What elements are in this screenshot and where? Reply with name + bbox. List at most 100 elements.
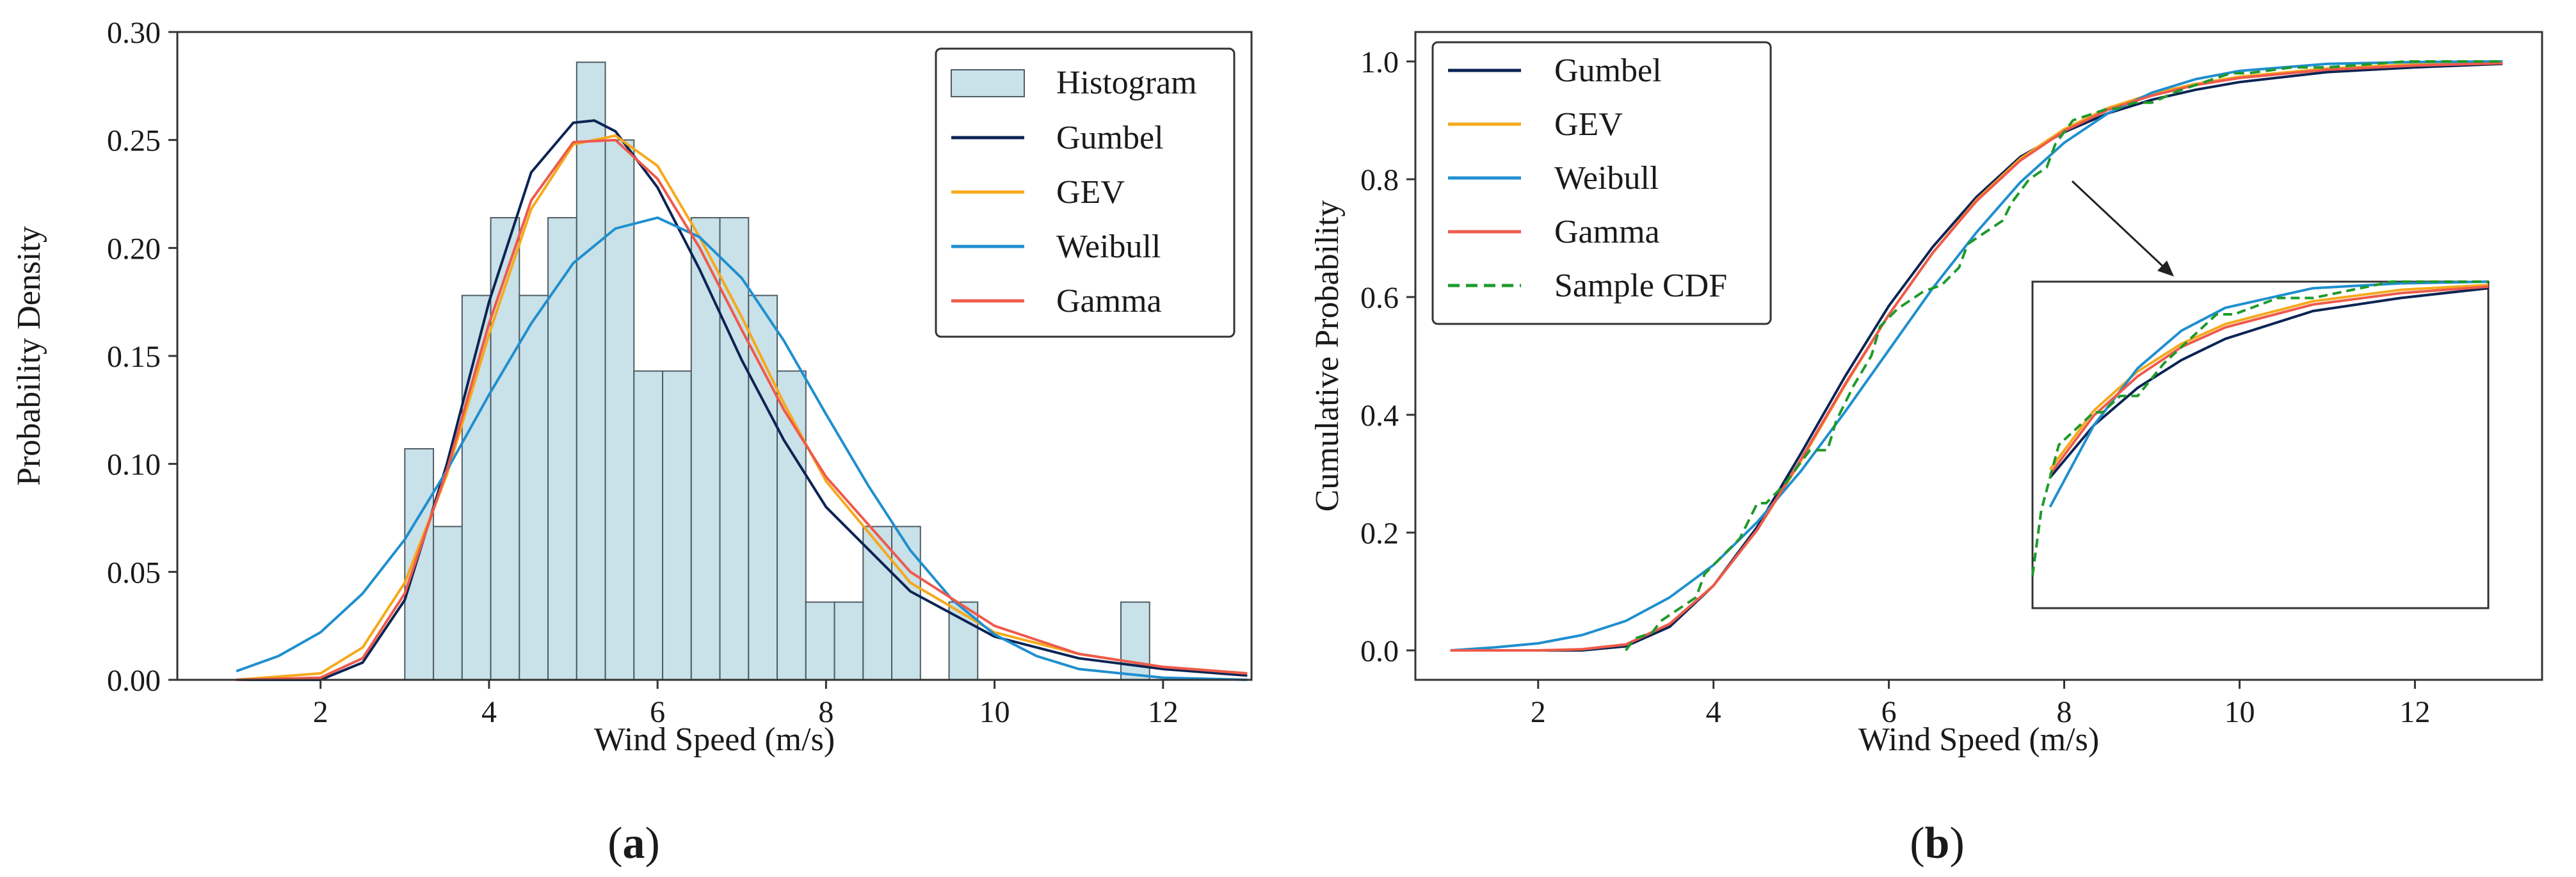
y-axis-ticks: 0.0 0.2 0.4 0.6 0.8 1.0: [1360, 45, 1415, 668]
y-axis-label: Cumulative Probability: [1309, 200, 1346, 512]
panel-b-cdf-chart: 2 4 6 8 10 12 0.0 0.2 0.4 0.6 0.8 1.0 Wind Speed (…: [1309, 31, 2543, 868]
y-tick-label: 0.05: [107, 556, 161, 590]
legend-label-gamma: Gamma: [1554, 214, 1660, 250]
x-tick-label: 10: [2224, 695, 2255, 729]
x-axis-label: Wind Speed (m/s): [594, 721, 835, 758]
legend-label-gamma: Gamma: [1056, 283, 1162, 319]
histogram-bar: [433, 526, 463, 681]
panel-label-a: (a): [608, 819, 660, 868]
legend-label-gumbel: Gumbel: [1554, 52, 1662, 89]
panel-label-letter: a: [623, 819, 645, 868]
histogram-bar: [719, 217, 750, 680]
inset-frame: [2031, 280, 2490, 609]
histogram-bar: [633, 370, 664, 680]
legend-item-histogram: Histogram: [951, 65, 1197, 101]
panel-label-open-paren: (: [1910, 819, 1924, 868]
legend-item-gev: GEV: [951, 174, 1125, 211]
x-tick-label: 4: [1706, 695, 1721, 729]
legend-label-weibull: Weibull: [1056, 229, 1161, 265]
panel-label-open-paren: (: [608, 819, 622, 868]
histogram-bar: [404, 448, 435, 680]
legend-label-weibull: Weibull: [1554, 160, 1659, 197]
legend-item-gamma: Gamma: [951, 283, 1162, 319]
legend-label-histogram: Histogram: [1056, 65, 1197, 101]
histogram-bar: [547, 217, 577, 680]
legend-item-gumbel: Gumbel: [951, 120, 1164, 156]
histogram-bars: [404, 61, 1150, 681]
y-tick-label: 0.2: [1360, 517, 1399, 551]
y-axis-label: Probability Density: [11, 226, 47, 486]
legend-swatch-histogram: [951, 69, 1025, 97]
y-tick-label: 0.15: [107, 340, 161, 374]
panel-label-close-paren: ): [1949, 819, 1964, 868]
x-tick-label: 10: [979, 695, 1010, 729]
x-tick-label: 2: [313, 695, 328, 729]
y-tick-label: 0.30: [107, 16, 161, 50]
legend-frame: [935, 47, 1236, 338]
y-tick-label: 0.4: [1360, 399, 1399, 433]
y-tick-label: 0.6: [1360, 281, 1399, 315]
histogram-bar: [891, 526, 921, 681]
plot-frame: [1414, 31, 2543, 681]
x-axis-ticks: 2 4 6 8 10 12: [313, 680, 1179, 729]
panel-label-b: (b): [1910, 819, 1965, 868]
panel-label-letter: b: [1925, 819, 1950, 868]
legend-label-sample-cdf: Sample CDF: [1554, 268, 1727, 304]
histogram-bar: [519, 294, 549, 680]
x-tick-label: 8: [2057, 695, 2072, 729]
legend-item-gamma: Gamma: [1448, 214, 1660, 250]
histogram-bar: [833, 601, 864, 680]
legend-label-gev: GEV: [1554, 106, 1623, 143]
y-tick-label: 0.0: [1360, 634, 1399, 668]
series-line-weibull: [1450, 60, 2503, 652]
legend-item-gumbel: Gumbel: [1448, 52, 1662, 89]
x-tick-label: 6: [1881, 695, 1897, 729]
panel-label-close-paren: ): [645, 819, 660, 868]
zoom-arrow: [2071, 180, 2174, 277]
pdf-curves: [236, 119, 1248, 681]
legend-item-weibull: Weibull: [1448, 160, 1659, 197]
inset-curves: [2031, 280, 2489, 576]
zoom-arrow-head: [2157, 261, 2174, 277]
legend-label-gev: GEV: [1056, 174, 1125, 211]
y-axis-ticks: 0.00 0.05 0.10 0.15 0.20 0.25 0.30: [107, 16, 177, 698]
zoom-inset: [2031, 280, 2490, 609]
inset-series-line-weibull: [2049, 280, 2489, 508]
legend: Histogram Gumbel GEV Weibull Gamma: [935, 47, 1236, 338]
legend-item-sample-cdf: Sample CDF: [1448, 268, 1727, 304]
x-axis-label: Wind Speed (m/s): [1858, 721, 2099, 758]
inset-series-line-sample-cdf: [2031, 280, 2488, 576]
inset-series-line-gamma: [2049, 285, 2489, 476]
y-tick-label: 0.20: [107, 232, 161, 266]
histogram-bar: [805, 601, 835, 680]
cdf-curves: [1450, 60, 2503, 652]
series-line-gumbel: [1450, 62, 2503, 652]
y-tick-label: 0.00: [107, 664, 161, 698]
inset-series-line-gumbel: [2049, 287, 2489, 479]
legend: Gumbel GEV Weibull Gamma Sample CDF: [1431, 41, 1772, 325]
panel-a-pdf-chart: 2 4 6 8 10 12 0.00 0.05 0.10 0.15 0.20 0.25 0.30 Wi…: [11, 16, 1253, 868]
histogram-bar: [576, 61, 606, 680]
series-line-gev: [236, 134, 1248, 681]
y-tick-label: 0.8: [1360, 163, 1399, 197]
legend-item-gev: GEV: [1448, 106, 1623, 143]
legend-label-gumbel: Gumbel: [1056, 120, 1164, 156]
zoom-arrow-line: [2071, 180, 2167, 270]
x-axis-ticks: 2 4 6 8 10 12: [1531, 680, 2430, 729]
histogram-bar: [862, 526, 893, 681]
legend-item-weibull: Weibull: [951, 229, 1161, 265]
histogram-bar: [604, 139, 635, 680]
series-line-weibull: [236, 216, 1248, 681]
histogram-bar: [690, 217, 721, 680]
x-tick-label: 2: [1531, 695, 1546, 729]
y-tick-label: 0.10: [107, 448, 161, 482]
series-line-gamma: [236, 138, 1248, 681]
x-tick-label: 12: [2399, 695, 2430, 729]
x-tick-label: 12: [1148, 695, 1179, 729]
x-tick-label: 8: [818, 695, 833, 729]
inset-series-line-gev: [2049, 284, 2489, 471]
series-line-sample-cdf: [1625, 60, 2503, 652]
x-tick-label: 4: [481, 695, 497, 729]
histogram-bar: [1120, 601, 1150, 680]
